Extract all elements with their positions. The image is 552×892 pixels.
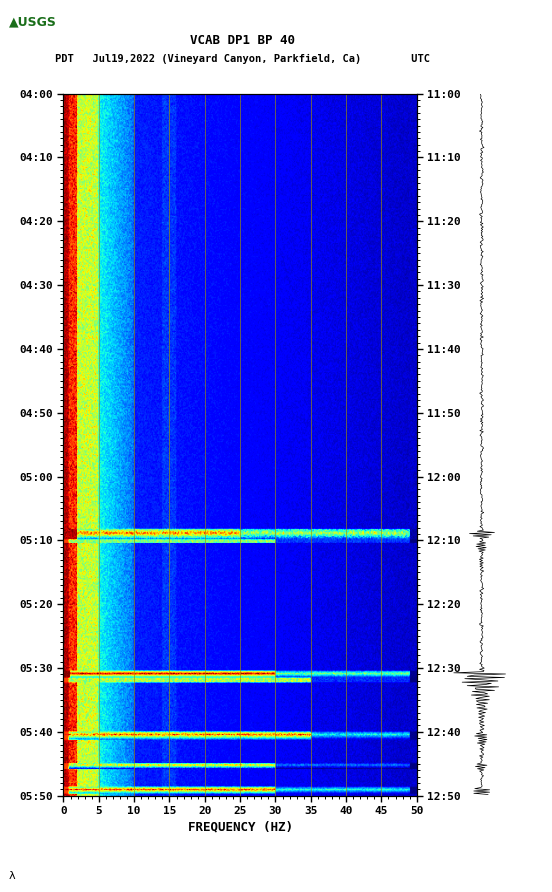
Text: VCAB DP1 BP 40: VCAB DP1 BP 40 xyxy=(190,34,295,46)
Text: ▲USGS: ▲USGS xyxy=(9,15,57,28)
X-axis label: FREQUENCY (HZ): FREQUENCY (HZ) xyxy=(188,821,293,833)
Text: PDT   Jul19,2022 (Vineyard Canyon, Parkfield, Ca)        UTC: PDT Jul19,2022 (Vineyard Canyon, Parkfie… xyxy=(55,54,431,64)
Text: λ: λ xyxy=(8,871,15,881)
